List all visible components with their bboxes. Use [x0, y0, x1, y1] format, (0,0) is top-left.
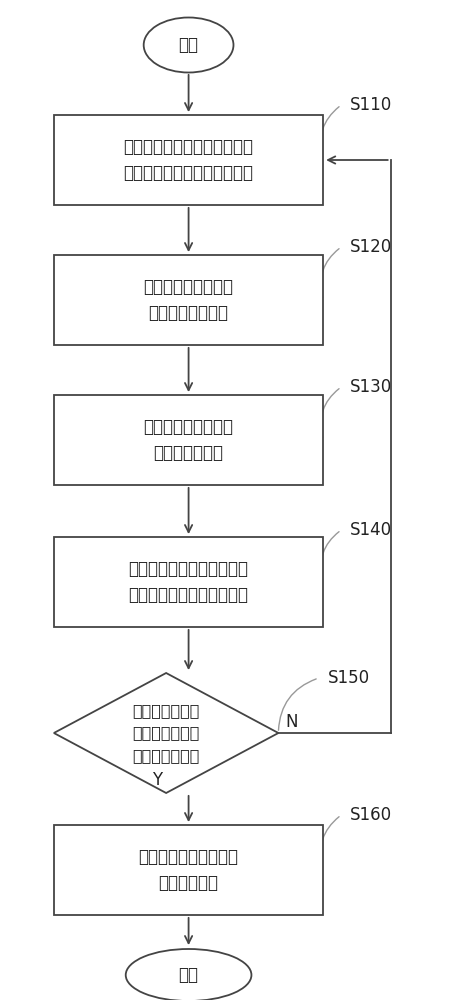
Text: 产生对应于该预设信息
的一指定讯号: 产生对应于该预设信息 的一指定讯号: [139, 848, 238, 892]
Ellipse shape: [126, 949, 251, 1000]
Ellipse shape: [144, 17, 233, 73]
FancyBboxPatch shape: [54, 537, 323, 627]
Text: S120: S120: [350, 238, 392, 256]
Text: 由该脸部影像中辨识
出一鼻孔位置信息: 由该脸部影像中辨识 出一鼻孔位置信息: [144, 278, 233, 322]
Text: 开始: 开始: [179, 36, 198, 54]
Text: Y: Y: [152, 771, 162, 789]
Text: S150: S150: [328, 669, 370, 687]
Text: 基于该鼻孔位置信息
设定一嘴部区域: 基于该鼻孔位置信息 设定一嘴部区域: [144, 418, 233, 462]
FancyBboxPatch shape: [54, 255, 323, 345]
Text: 比对该嘴部动作
信息与至少一预
设信息是否相符: 比对该嘴部动作 信息与至少一预 设信息是否相符: [132, 703, 200, 763]
Text: 结束: 结束: [179, 966, 198, 984]
Text: N: N: [285, 713, 298, 731]
Polygon shape: [54, 673, 278, 793]
FancyBboxPatch shape: [54, 395, 323, 485]
Text: S160: S160: [350, 806, 392, 824]
FancyBboxPatch shape: [54, 115, 323, 205]
Text: S110: S110: [350, 96, 392, 114]
FancyBboxPatch shape: [54, 825, 323, 915]
Text: S130: S130: [350, 378, 392, 396]
Text: 记录一定时间内该嘴部区域
的影像获得一嘴部动作信息: 记录一定时间内该嘴部区域 的影像获得一嘴部动作信息: [128, 560, 249, 604]
Text: S140: S140: [350, 521, 392, 539]
Text: 连续拍摄多数个脸部影像，并
由该影像中辨识出一脸部影像: 连续拍摄多数个脸部影像，并 由该影像中辨识出一脸部影像: [123, 138, 254, 182]
